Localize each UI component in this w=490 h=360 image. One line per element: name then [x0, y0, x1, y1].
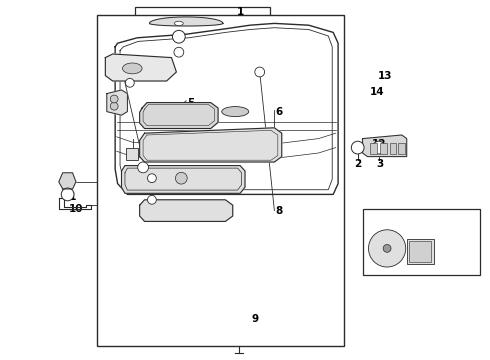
Circle shape: [175, 172, 187, 184]
Bar: [407, 239, 434, 264]
Text: 4: 4: [150, 165, 158, 175]
Circle shape: [255, 67, 265, 77]
Bar: [370, 143, 377, 154]
Text: 6: 6: [276, 107, 283, 117]
Text: 15: 15: [145, 153, 159, 163]
Circle shape: [383, 244, 391, 252]
Text: 7: 7: [158, 206, 166, 216]
Circle shape: [368, 230, 406, 267]
Text: 10: 10: [69, 204, 83, 214]
Circle shape: [125, 78, 134, 87]
Circle shape: [374, 236, 400, 261]
Text: 9: 9: [251, 314, 258, 324]
Polygon shape: [140, 103, 218, 129]
Ellipse shape: [174, 21, 183, 26]
Polygon shape: [122, 166, 245, 193]
Circle shape: [379, 240, 395, 256]
Polygon shape: [107, 90, 127, 115]
Circle shape: [138, 162, 148, 173]
Text: 12: 12: [371, 139, 386, 149]
Ellipse shape: [222, 107, 249, 117]
Polygon shape: [363, 135, 407, 157]
Polygon shape: [105, 54, 176, 81]
Text: 3: 3: [376, 159, 383, 169]
Polygon shape: [59, 173, 76, 189]
Circle shape: [110, 102, 118, 110]
Polygon shape: [140, 128, 282, 162]
Text: 13: 13: [377, 71, 392, 81]
Bar: [398, 143, 405, 154]
Bar: [126, 148, 138, 160]
Text: 11: 11: [63, 192, 77, 202]
Circle shape: [372, 141, 385, 154]
Circle shape: [174, 47, 184, 57]
Circle shape: [147, 195, 156, 204]
Text: 5: 5: [188, 98, 195, 108]
Bar: [97, 15, 344, 346]
Circle shape: [147, 174, 156, 183]
Polygon shape: [149, 17, 223, 26]
Circle shape: [110, 95, 118, 103]
Bar: [135, 7, 270, 67]
Ellipse shape: [122, 63, 142, 74]
Text: 1: 1: [237, 6, 244, 17]
Text: 2: 2: [354, 159, 361, 169]
Text: 8: 8: [276, 206, 283, 216]
Circle shape: [61, 188, 74, 201]
Text: 14: 14: [370, 87, 385, 97]
Bar: [409, 241, 431, 262]
Bar: [380, 143, 387, 154]
Bar: [363, 209, 480, 275]
Polygon shape: [140, 200, 233, 221]
Circle shape: [172, 30, 185, 43]
Bar: [390, 143, 396, 154]
Circle shape: [351, 141, 364, 154]
